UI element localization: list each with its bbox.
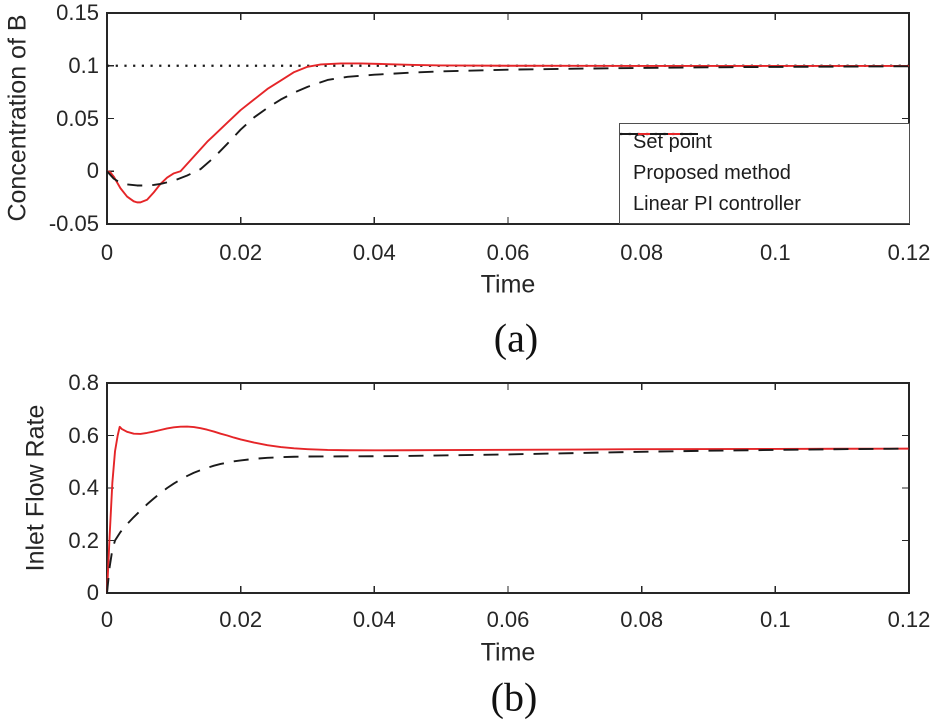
y-tick-label: -0.05 bbox=[48, 211, 99, 236]
y-tick-label: 0.1 bbox=[68, 52, 99, 78]
legend-entry: Set point bbox=[620, 127, 909, 158]
y-tick-label: 0 bbox=[86, 580, 99, 605]
legend-entry: Linear PI controller bbox=[620, 133, 909, 220]
y-tick-label: 0.8 bbox=[68, 370, 99, 395]
x-tick-label: 0 bbox=[100, 240, 114, 265]
x-tick-label: 0.08 bbox=[620, 607, 664, 632]
legend-label: Set point bbox=[633, 131, 712, 153]
legend-label: Linear PI controller bbox=[633, 193, 801, 215]
axes-box bbox=[106, 382, 910, 594]
x-tick-label: 0.1 bbox=[760, 240, 791, 265]
y-tick-label: 0.6 bbox=[68, 422, 99, 448]
x-tick-label: 0.12 bbox=[887, 607, 931, 632]
y-tick-label: 0.05 bbox=[56, 105, 99, 131]
x-tick-label: 0.04 bbox=[352, 240, 396, 265]
x-tick-label: 0.06 bbox=[486, 607, 530, 632]
x-tick-label: 0.06 bbox=[486, 240, 530, 265]
x-tick-label: 0.08 bbox=[620, 240, 664, 265]
x-tick-label: 0.1 bbox=[760, 607, 791, 632]
y-tick-label: 0.2 bbox=[68, 527, 99, 553]
y-tick-label: 0.4 bbox=[68, 475, 99, 500]
series-linear-pi-controller bbox=[106, 447, 910, 594]
subplot-caption-a: (a) bbox=[493, 315, 539, 361]
x-tick-label: 0 bbox=[100, 607, 114, 632]
series-proposed-method bbox=[106, 425, 910, 594]
legend-label: Proposed method bbox=[633, 162, 791, 184]
y-tick-label: 0.15 bbox=[56, 0, 99, 25]
legend-entry: Proposed method bbox=[620, 133, 909, 189]
x-axis-label-b: Time bbox=[480, 638, 536, 667]
x-tick-label: 0.12 bbox=[887, 240, 931, 265]
legend-box: Set point Proposed method Linear PI contro… bbox=[619, 123, 910, 224]
x-tick-label: 0.04 bbox=[352, 607, 396, 632]
x-tick-label: 0.02 bbox=[219, 240, 263, 265]
x-tick-label: 0.02 bbox=[219, 607, 263, 632]
y-tick-label: 0 bbox=[86, 158, 99, 184]
subplot-caption-b: (b) bbox=[490, 674, 538, 720]
x-axis-label-a: Time bbox=[480, 270, 536, 299]
